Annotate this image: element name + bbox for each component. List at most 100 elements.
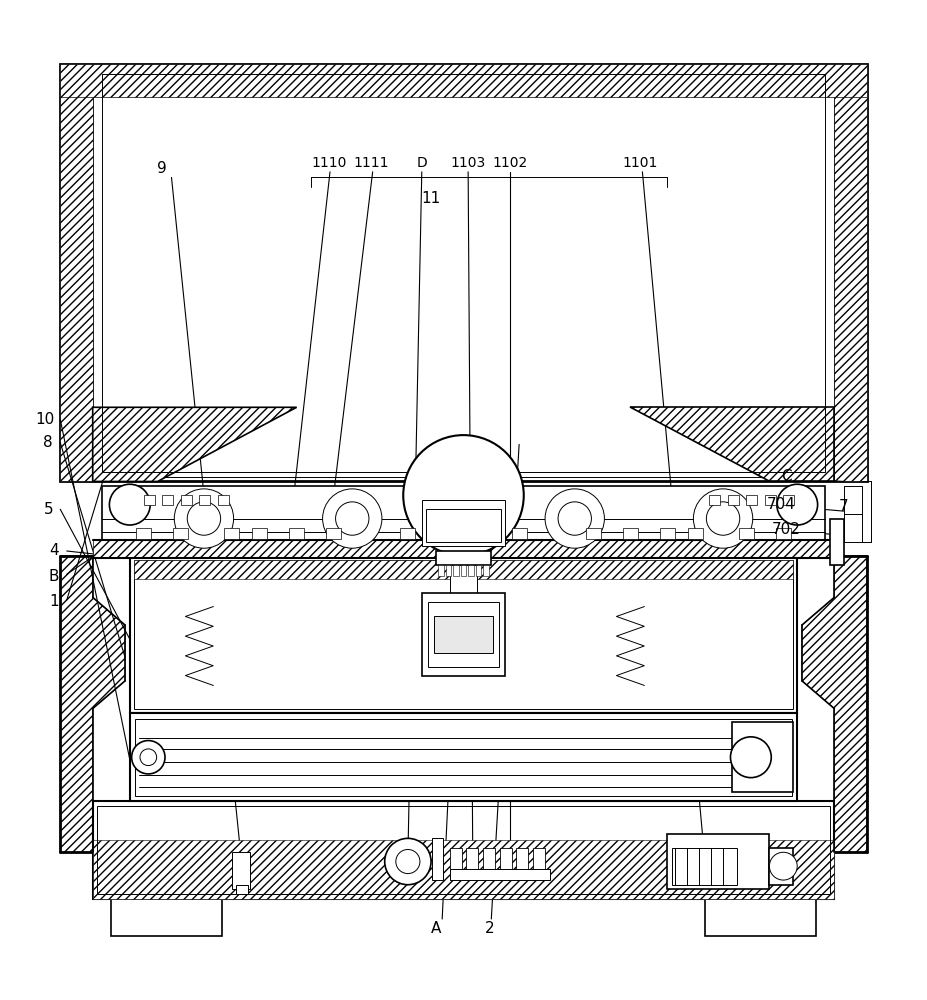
Bar: [623, 528, 638, 539]
Bar: [705, 899, 816, 936]
Polygon shape: [60, 556, 125, 852]
Circle shape: [706, 502, 740, 535]
Bar: [422, 593, 505, 676]
Bar: [461, 565, 466, 576]
Bar: [426, 509, 501, 542]
Bar: [218, 495, 229, 505]
Text: 2: 2: [485, 921, 494, 936]
Bar: [450, 848, 462, 871]
Bar: [476, 565, 481, 576]
Bar: [60, 64, 867, 97]
Bar: [173, 528, 188, 539]
Bar: [162, 495, 173, 505]
Text: 10: 10: [35, 412, 54, 427]
Bar: [834, 64, 867, 481]
Bar: [130, 713, 797, 801]
Bar: [428, 602, 499, 667]
Polygon shape: [93, 407, 297, 481]
Bar: [135, 719, 792, 796]
Bar: [111, 899, 222, 936]
Bar: [181, 495, 192, 505]
Bar: [134, 560, 793, 579]
Bar: [102, 74, 825, 472]
Bar: [466, 848, 478, 871]
Text: 1103: 1103: [451, 156, 486, 170]
Bar: [289, 528, 304, 539]
Bar: [783, 495, 794, 505]
Bar: [500, 848, 512, 871]
Polygon shape: [802, 556, 867, 852]
Text: A: A: [430, 921, 441, 936]
Bar: [60, 64, 867, 481]
Bar: [468, 565, 474, 576]
Bar: [728, 495, 739, 505]
Bar: [732, 722, 793, 792]
Circle shape: [730, 737, 771, 778]
Bar: [765, 495, 776, 505]
Circle shape: [323, 489, 382, 548]
Bar: [60, 64, 93, 481]
Circle shape: [693, 489, 753, 548]
Circle shape: [385, 838, 431, 885]
Circle shape: [109, 484, 150, 525]
Text: C: C: [781, 469, 792, 484]
Circle shape: [187, 502, 221, 535]
Bar: [450, 869, 550, 880]
Bar: [130, 556, 797, 713]
Bar: [586, 528, 601, 539]
Text: B: B: [48, 569, 59, 584]
Bar: [483, 565, 489, 576]
Bar: [746, 495, 757, 505]
Text: 4: 4: [49, 543, 58, 558]
Circle shape: [403, 435, 524, 556]
Text: 1102: 1102: [492, 156, 527, 170]
Text: 1110: 1110: [311, 156, 347, 170]
Bar: [709, 495, 720, 505]
Bar: [93, 840, 834, 899]
Circle shape: [396, 849, 420, 874]
Bar: [446, 565, 451, 576]
Bar: [224, 528, 239, 539]
Bar: [456, 528, 471, 539]
Text: 704: 704: [767, 497, 796, 512]
Bar: [326, 528, 341, 539]
Bar: [102, 486, 825, 556]
Bar: [236, 885, 248, 894]
Bar: [453, 565, 459, 576]
Text: 1101: 1101: [622, 156, 657, 170]
Bar: [667, 834, 769, 889]
Bar: [93, 540, 834, 558]
Circle shape: [336, 502, 369, 535]
Text: 1111: 1111: [353, 156, 388, 170]
Bar: [516, 848, 528, 871]
Text: 7: 7: [839, 499, 848, 514]
Circle shape: [132, 741, 165, 774]
Bar: [422, 500, 505, 546]
Bar: [144, 495, 155, 505]
Text: 8: 8: [44, 435, 53, 450]
Text: 1: 1: [49, 594, 58, 609]
Bar: [136, 528, 151, 539]
Text: D: D: [416, 156, 427, 170]
Circle shape: [174, 489, 234, 548]
Text: 9: 9: [158, 161, 167, 176]
Circle shape: [777, 484, 818, 525]
Text: 11: 11: [422, 191, 440, 206]
Bar: [688, 528, 703, 539]
Bar: [252, 528, 267, 539]
Bar: [199, 495, 210, 505]
Polygon shape: [630, 407, 834, 481]
Text: 702: 702: [771, 522, 801, 537]
Bar: [512, 528, 527, 539]
Bar: [660, 528, 675, 539]
Bar: [739, 528, 754, 539]
Circle shape: [769, 852, 797, 880]
Circle shape: [140, 749, 157, 766]
Bar: [533, 848, 545, 871]
Bar: [97, 806, 830, 894]
Bar: [436, 551, 491, 565]
Text: 5: 5: [44, 502, 53, 517]
Bar: [434, 616, 493, 653]
Bar: [830, 519, 844, 565]
Bar: [776, 528, 791, 539]
